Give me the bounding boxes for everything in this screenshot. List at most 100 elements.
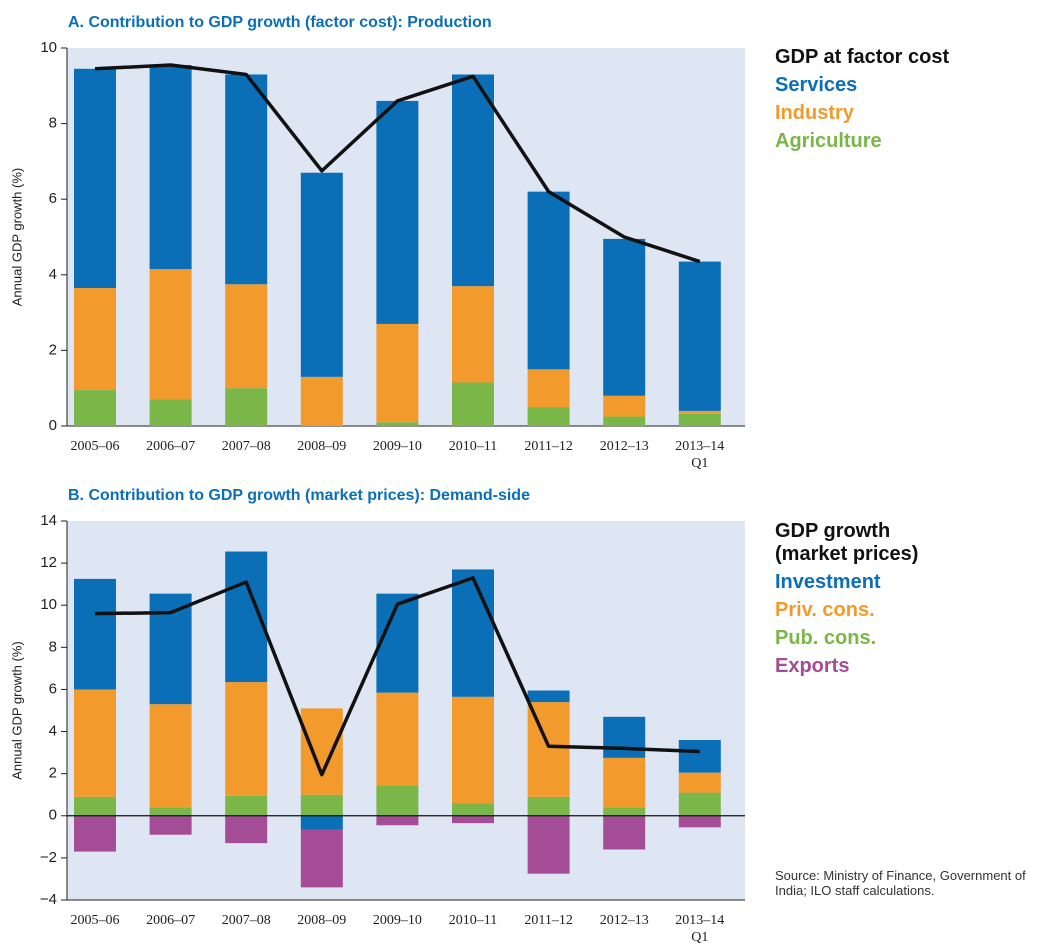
y-tick-label: 0 [49, 807, 57, 824]
bar-segment [74, 815, 116, 852]
chart-title: A. Contribution to GDP growth (factor co… [68, 14, 492, 31]
y-axis-label: Annual GDP growth (%) [9, 641, 24, 780]
bar-segment [225, 284, 268, 389]
bar-segment [527, 369, 570, 408]
x-tick-label: 2006–07 [146, 439, 196, 454]
bar-segment [149, 807, 192, 816]
bar-segment [225, 682, 268, 796]
x-tick-label: 2013–14 Q1 [675, 439, 725, 471]
x-tick-label: 2007–08 [221, 439, 271, 454]
y-tick-label: 8 [49, 638, 57, 655]
x-tick-label: 2011–12 [524, 439, 573, 454]
bar-segment [149, 269, 192, 400]
bar-segment [225, 388, 268, 426]
x-tick-label: 2013–14 Q1 [675, 913, 725, 945]
bar-segment [300, 172, 343, 377]
bar-segment [678, 410, 721, 414]
y-tick-label: 6 [49, 680, 57, 697]
bar-segment [452, 74, 494, 287]
bar-segment [678, 413, 721, 426]
bar-segment [149, 593, 192, 705]
x-tick-label: 2010–11 [448, 913, 498, 928]
legend-entry: Agriculture [775, 130, 882, 152]
bar-segment [527, 407, 570, 426]
y-tick-label: 14 [40, 512, 57, 529]
bar-segment [603, 395, 646, 417]
legend-entry: Priv. cons. [775, 599, 875, 621]
bar-segment [452, 382, 494, 426]
bar-segment [376, 815, 419, 826]
bar-segment [376, 422, 419, 426]
y-tick-label: 10 [40, 596, 57, 613]
x-tick-label: 2005–06 [70, 913, 120, 928]
bar-segment [225, 795, 268, 816]
bar-segment [149, 399, 192, 426]
legend-entry: GDP growth (market prices) [775, 520, 919, 565]
bar-segment [74, 68, 116, 289]
bar-segment [376, 692, 419, 786]
y-tick-label: 2 [49, 765, 57, 782]
x-tick-label: 2008–09 [297, 439, 347, 454]
bar-segment [74, 796, 116, 816]
x-tick-label: 2005–06 [70, 439, 120, 454]
y-axis-label: Annual GDP growth (%) [9, 168, 24, 307]
bar-segment [376, 323, 419, 423]
x-tick-label: 2012–13 [599, 439, 649, 454]
bar-segment [527, 796, 570, 816]
bar-segment [452, 815, 494, 824]
bar-segment [300, 376, 343, 426]
legend-entry: Investment [775, 571, 881, 593]
bar-segment [300, 708, 343, 795]
y-tick-label: 4 [49, 266, 57, 283]
bar-segment [603, 238, 646, 396]
bar-segment [678, 772, 721, 793]
y-tick-label: 10 [40, 39, 57, 56]
x-tick-label: 2007–08 [221, 913, 271, 928]
bar-segment [678, 792, 721, 816]
y-tick-label: −4 [40, 891, 57, 908]
bar-segment [452, 569, 494, 697]
x-tick-label: 2012–13 [599, 913, 649, 928]
bar-segment [149, 704, 192, 808]
x-tick-label: 2009–10 [372, 439, 422, 454]
bar-segment [452, 696, 494, 804]
y-tick-label: 12 [40, 554, 57, 571]
bar-segment [300, 829, 343, 888]
bar-segment [603, 815, 646, 850]
bar-segment [678, 739, 721, 773]
bar-segment [603, 416, 646, 426]
y-tick-label: −2 [40, 849, 57, 866]
bar-segment [300, 794, 343, 816]
bar-segment [678, 815, 721, 828]
bar-segment [149, 815, 192, 835]
bar-segment [678, 261, 721, 411]
x-tick-label: 2006–07 [146, 913, 196, 928]
y-tick-label: 8 [49, 115, 57, 132]
bar-segment [225, 74, 268, 285]
source-note: Source: Ministry of Finance, Government … [775, 868, 1026, 898]
bar-segment [603, 807, 646, 816]
bar-segment [376, 593, 419, 693]
x-tick-label: 2011–12 [524, 913, 573, 928]
bar-segment [74, 689, 116, 797]
bar-segment [452, 286, 494, 383]
bar-segment [300, 815, 343, 830]
bar-segment [74, 390, 116, 426]
x-tick-label: 2010–11 [448, 439, 498, 454]
y-tick-label: 4 [49, 723, 57, 740]
bar-segment [527, 191, 570, 370]
bar-segment [376, 100, 419, 324]
bar-segment [527, 690, 570, 703]
line [94, 576, 700, 777]
legend-entry: Industry [775, 102, 854, 124]
bar-segment [603, 757, 646, 808]
y-tick-label: 6 [49, 190, 57, 207]
legend-entry: GDP at factor cost [775, 46, 950, 68]
chart-title: B. Contribution to GDP growth (market pr… [68, 487, 530, 504]
bar-segment [452, 803, 494, 816]
bar-segment [527, 815, 570, 874]
bar-segment [74, 288, 116, 391]
y-tick-label: 2 [49, 341, 57, 358]
